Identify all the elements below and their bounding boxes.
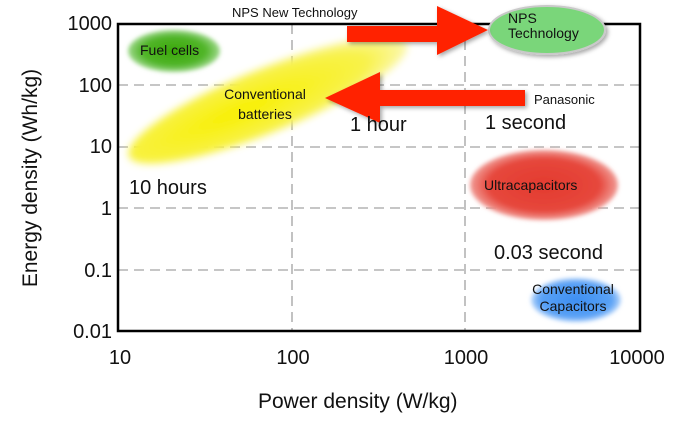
- fuel-cells-region: [128, 30, 220, 72]
- x-tick-10: 10: [108, 347, 132, 369]
- arrow-panasonic: [325, 72, 525, 123]
- y-axis-label: Energy density (Wh/kg): [19, 68, 42, 288]
- x-axis-label: Power density (W/kg): [258, 390, 458, 413]
- nps-new-technology-label: NPS New Technology: [232, 5, 358, 20]
- caps-label-line1: Conventional: [532, 281, 614, 297]
- nps-region: [488, 5, 606, 55]
- y-tick-10: 10: [89, 136, 112, 158]
- y-tick-0-01: 0.01: [73, 321, 112, 343]
- x-tick-10000: 10000: [609, 347, 665, 369]
- fuel-cells-label: Fuel cells: [140, 42, 200, 58]
- y-tick-0-1: 0.1: [84, 260, 112, 282]
- y-tick-1: 1: [100, 198, 112, 220]
- y-tick-1000: 1000: [67, 13, 113, 35]
- ultracap-region: [470, 150, 618, 220]
- x-tick-100: 100: [276, 347, 310, 369]
- caps-label-line2: Capacitors: [539, 298, 607, 315]
- time-10-hours: 10 hours: [129, 177, 207, 199]
- y-tick-100: 100: [78, 75, 112, 97]
- time-1-second: 1 second: [485, 112, 567, 134]
- batteries-region: [128, 36, 408, 164]
- batteries-label-line1: Conventional: [224, 86, 306, 102]
- nps-label-line1: NPS: [508, 10, 537, 26]
- time-1-hour: 1 hour: [350, 114, 407, 136]
- batteries-label-line2: batteries: [238, 106, 292, 123]
- x-tick-1000: 1000: [443, 347, 489, 369]
- capacitors-region: [531, 278, 621, 322]
- nps-label-line2: Technology: [508, 25, 579, 42]
- time-0-03-second: 0.03 second: [494, 242, 603, 264]
- ultracap-label: Ultracapacitors: [484, 177, 578, 193]
- plot-frame: [116, 22, 642, 333]
- arrow-nps-new: [347, 6, 488, 55]
- panasonic-label: Panasonic: [534, 92, 595, 107]
